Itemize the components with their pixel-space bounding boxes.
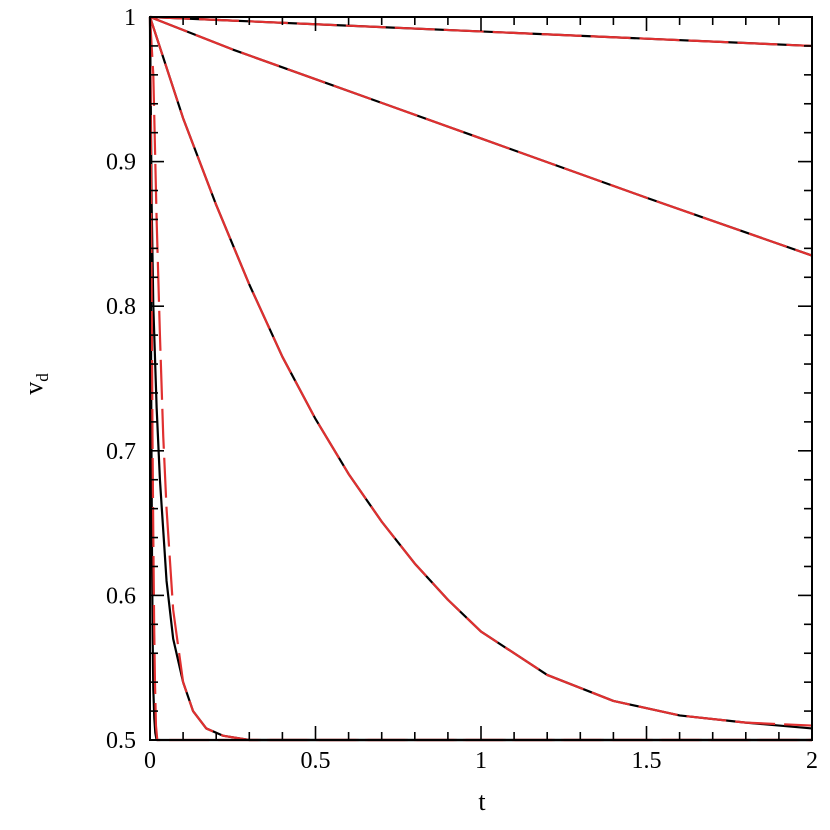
- y-tick-label: 0.6: [106, 583, 136, 609]
- x-tick-label: 0: [144, 748, 156, 774]
- series-dashed-2: [149, 15, 813, 257]
- series-layer: [148, 15, 813, 742]
- series-dashed-1: [149, 15, 813, 48]
- series-dashed-3: [148, 16, 813, 727]
- y-tick-label: 0.8: [106, 294, 136, 320]
- tick-labels: 0 0.5 1 1.5 2 0.5 0.6 0.7 0.8 0.9 1: [106, 5, 818, 774]
- y-axis-title-sub: d: [33, 373, 52, 382]
- x-tick-label: 2: [806, 748, 818, 774]
- plot-frame: [149, 16, 813, 741]
- x-axis-title: t: [478, 787, 486, 816]
- x-tick-label: 0.5: [301, 748, 331, 774]
- y-axis-title: vd: [19, 373, 52, 395]
- y-axis-title-main: v: [19, 382, 48, 395]
- series-solid-3: [148, 16, 813, 730]
- y-tick-label: 0.9: [106, 150, 136, 176]
- y-tick-label: 0.7: [106, 439, 136, 465]
- x-tick-label: 1.5: [632, 748, 662, 774]
- x-tick-label: 1: [475, 748, 487, 774]
- y-tick-label: 1: [124, 5, 136, 31]
- y-tick-label: 0.5: [106, 728, 136, 754]
